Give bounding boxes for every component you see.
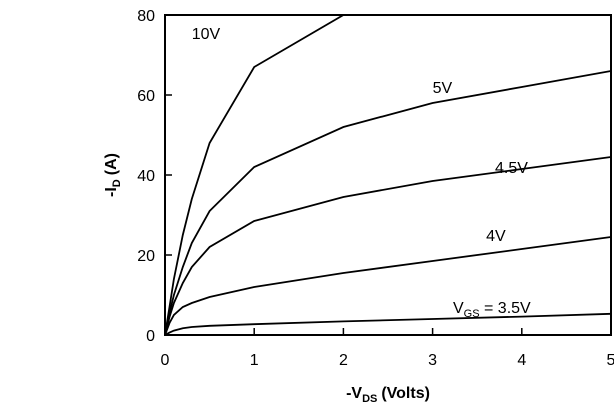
series-label: VGS = 3.5V (453, 300, 531, 320)
series-line (165, 15, 347, 335)
series-label: 10V (192, 26, 221, 43)
y-axis-label: -ID(A) (103, 153, 123, 197)
y-tick-label: 20 (137, 248, 155, 265)
x-tick-label: 3 (428, 352, 437, 369)
label-group: VGS = 3.5V 4V 4.5V 5V 10V (192, 26, 531, 320)
series-line (165, 70, 611, 335)
x-tick-label: 4 (517, 352, 526, 369)
plot-frame (164, 14, 612, 336)
y-tick-label: 80 (137, 8, 155, 25)
series-line (165, 156, 611, 335)
x-tick-label: 5 (607, 352, 614, 369)
series-label: 5V (433, 80, 453, 97)
x-tick-label: 1 (250, 352, 259, 369)
x-tick-label: 0 (161, 352, 170, 369)
y-tick-label: 40 (137, 168, 155, 185)
y-tick-label: 60 (137, 88, 155, 105)
tick-group: 0 1 2 3 4 5 0 20 40 60 80 (137, 8, 614, 369)
y-tick-label: 0 (146, 328, 155, 345)
series-line (165, 312, 611, 335)
series-label: 4.5V (495, 160, 528, 177)
series-line (165, 236, 611, 335)
x-axis-label: -VDS (Volts) (346, 385, 430, 405)
series-label: 4V (486, 228, 506, 245)
x-tick-label: 2 (339, 352, 348, 369)
series-group (165, 15, 611, 335)
